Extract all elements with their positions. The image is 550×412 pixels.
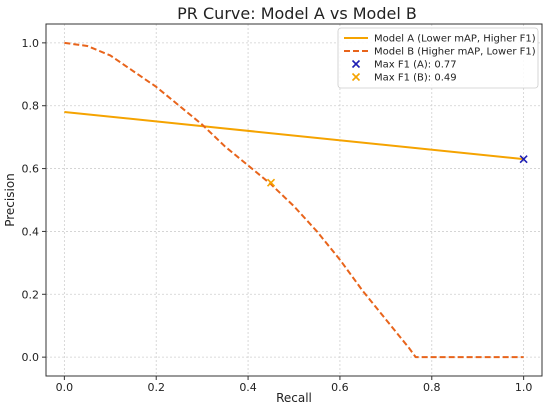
max-f1-marker-a: [519, 155, 528, 164]
legend-box: [337, 27, 539, 89]
legend-label: Max F1 (A): 0.77: [374, 60, 457, 71]
axes-frame: [45, 23, 543, 377]
y-axis-label: Precision: [3, 173, 17, 227]
chart-title: PR Curve: Model A vs Model B: [177, 4, 417, 23]
legend-label: Model B (Higher mAP, Lower F1): [374, 47, 536, 58]
y-tick-label: 1.0: [22, 37, 40, 50]
x-tick-label: 0.4: [239, 381, 257, 394]
legend-label: Model A (Lower mAP, Higher F1): [374, 34, 536, 45]
y-tick-label: 0.6: [22, 163, 40, 176]
y-tick-label: 0.2: [22, 288, 40, 301]
tick-layer: 0.0 0.2 0.4 0.6 0.8 1.0 0.0 0.2 0.4 0.6 0.8 1.0: [22, 37, 533, 394]
y-tick-label: 0.8: [22, 100, 40, 113]
x-tick-label: 0.2: [147, 381, 165, 394]
x-tick-label: 0.6: [331, 381, 349, 394]
marker-layer: [266, 155, 528, 187]
series-line-model-a: [64, 111, 524, 161]
series-layer: [64, 41, 524, 359]
y-tick-label: 0.0: [22, 351, 40, 364]
x-tick-label: 1.0: [515, 381, 533, 394]
y-tick-label: 0.4: [22, 225, 40, 238]
legend: Model A (Lower mAP, Higher F1) Model B (H…: [337, 27, 539, 89]
series-line-model-b: [64, 41, 524, 359]
legend-label: Max F1 (B): 0.49: [374, 73, 457, 84]
legend-swatch-marker: [351, 72, 361, 82]
x-tick-label: 0.0: [56, 381, 74, 394]
x-tick-label: 0.8: [423, 381, 441, 394]
max-f1-marker-b: [266, 178, 276, 187]
x-axis-label: Recall: [276, 391, 312, 405]
legend-swatch-marker: [351, 59, 361, 69]
